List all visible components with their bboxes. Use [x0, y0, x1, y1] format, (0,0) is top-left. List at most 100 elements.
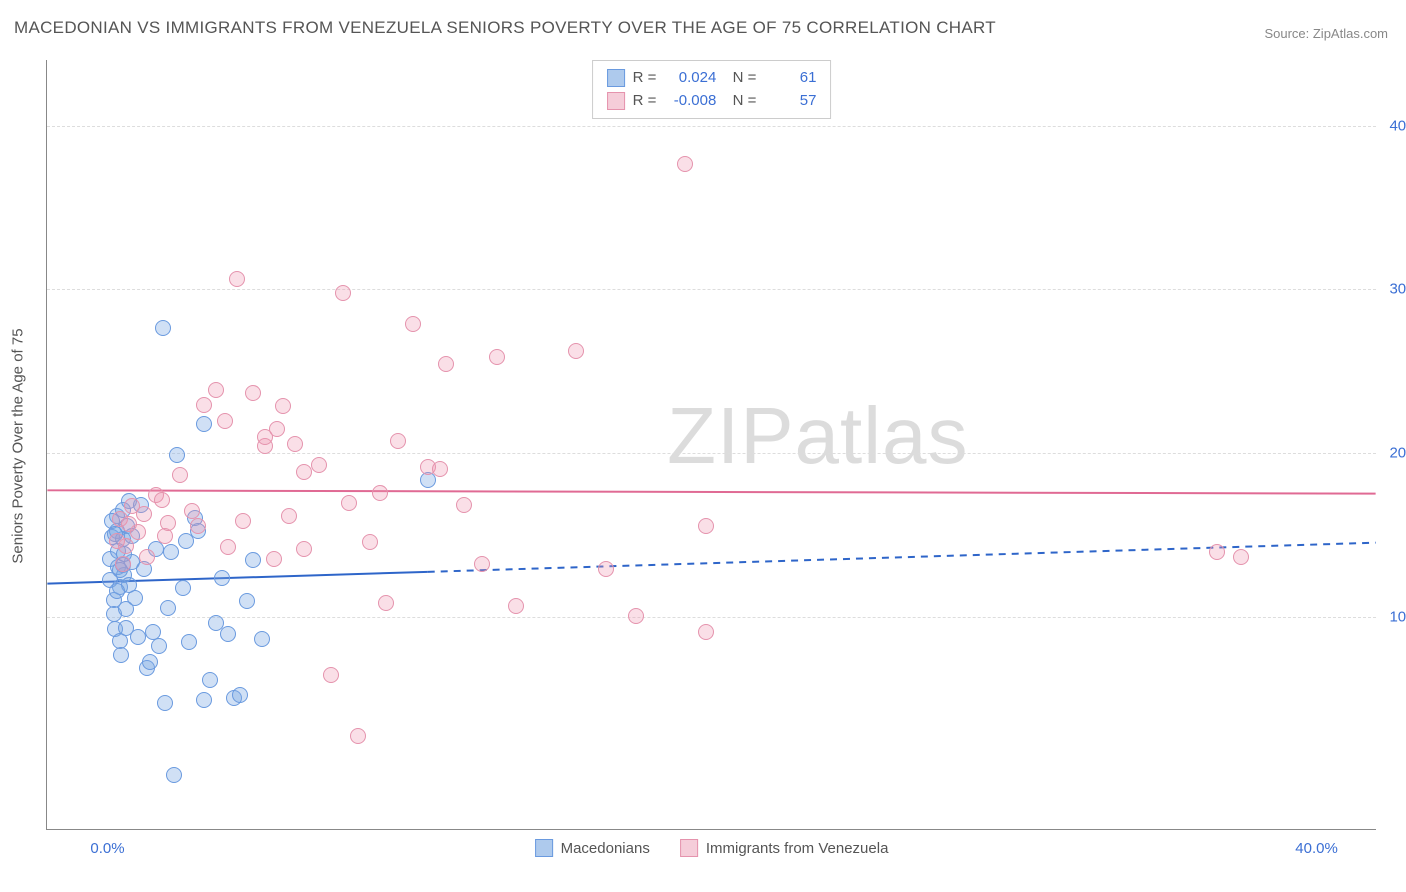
- scatter-point: [130, 629, 146, 645]
- plot-area: ZIPatlas R = 0.024 N = 61 R = -0.008 N =…: [46, 60, 1376, 830]
- scatter-point: [275, 398, 291, 414]
- scatter-point: [269, 421, 285, 437]
- scatter-point: [1209, 544, 1225, 560]
- scatter-point: [245, 385, 261, 401]
- scatter-point: [266, 551, 282, 567]
- scatter-point: [1233, 549, 1249, 565]
- swatch-macedonians: [535, 839, 553, 857]
- watermark: ZIPatlas: [667, 389, 968, 481]
- scatter-point: [214, 570, 230, 586]
- scatter-point: [372, 485, 388, 501]
- scatter-point: [166, 767, 182, 783]
- scatter-point: [232, 687, 248, 703]
- scatter-point: [208, 382, 224, 398]
- scatter-point: [196, 692, 212, 708]
- scatter-point: [115, 556, 131, 572]
- scatter-point: [568, 343, 584, 359]
- scatter-point: [155, 320, 171, 336]
- scatter-point: [245, 552, 261, 568]
- scatter-point: [175, 580, 191, 596]
- scatter-point: [163, 544, 179, 560]
- correlation-row-1: R = -0.008 N = 57: [607, 90, 817, 113]
- scatter-point: [190, 518, 206, 534]
- scatter-point: [341, 495, 357, 511]
- swatch-macedonians: [607, 69, 625, 87]
- n-label: N =: [724, 67, 756, 90]
- scatter-point: [196, 397, 212, 413]
- scatter-point: [160, 515, 176, 531]
- legend-label-0: Macedonians: [561, 840, 650, 857]
- n-value-1: 57: [764, 90, 816, 113]
- trend-lines-svg: [47, 60, 1376, 829]
- scatter-point: [677, 156, 693, 172]
- scatter-point: [438, 356, 454, 372]
- legend-item-1: Immigrants from Venezuela: [680, 839, 889, 857]
- scatter-point: [474, 556, 490, 572]
- correlation-legend: R = 0.024 N = 61 R = -0.008 N = 57: [592, 60, 832, 119]
- gridline: [47, 126, 1376, 127]
- gridline: [47, 617, 1376, 618]
- scatter-point: [362, 534, 378, 550]
- swatch-venezuela: [680, 839, 698, 857]
- scatter-point: [598, 561, 614, 577]
- scatter-point: [698, 518, 714, 534]
- trend-line-solid: [47, 490, 1375, 493]
- scatter-point: [296, 541, 312, 557]
- scatter-point: [151, 638, 167, 654]
- scatter-point: [220, 626, 236, 642]
- scatter-point: [287, 436, 303, 452]
- scatter-point: [181, 634, 197, 650]
- r-value-1: -0.008: [664, 90, 716, 113]
- scatter-point: [239, 593, 255, 609]
- scatter-point: [154, 492, 170, 508]
- correlation-row-0: R = 0.024 N = 61: [607, 67, 817, 90]
- scatter-point: [432, 461, 448, 477]
- scatter-point: [160, 600, 176, 616]
- gridline: [47, 453, 1376, 454]
- bottom-legend: Macedonians Immigrants from Venezuela: [535, 839, 889, 857]
- scatter-point: [139, 549, 155, 565]
- scatter-point: [628, 608, 644, 624]
- scatter-point: [296, 464, 312, 480]
- ytick-label: 40.0%: [1389, 117, 1406, 134]
- scatter-point: [202, 672, 218, 688]
- scatter-point: [254, 631, 270, 647]
- scatter-point: [142, 654, 158, 670]
- scatter-point: [113, 647, 129, 663]
- r-label: R =: [633, 67, 657, 90]
- xtick-label: 40.0%: [1295, 840, 1338, 857]
- chart-title: MACEDONIAN VS IMMIGRANTS FROM VENEZUELA …: [14, 18, 996, 38]
- scatter-point: [378, 595, 394, 611]
- scatter-point: [456, 497, 472, 513]
- scatter-point: [178, 533, 194, 549]
- scatter-point: [172, 467, 188, 483]
- legend-item-0: Macedonians: [535, 839, 650, 857]
- scatter-point: [229, 271, 245, 287]
- scatter-point: [350, 728, 366, 744]
- scatter-point: [157, 695, 173, 711]
- scatter-point: [281, 508, 297, 524]
- n-label: N =: [724, 90, 756, 113]
- ytick-label: 20.0%: [1389, 445, 1406, 462]
- scatter-point: [508, 598, 524, 614]
- scatter-point: [405, 316, 421, 332]
- ytick-label: 10.0%: [1389, 609, 1406, 626]
- source-attribution: Source: ZipAtlas.com: [1264, 26, 1388, 41]
- scatter-point: [489, 349, 505, 365]
- r-label: R =: [633, 90, 657, 113]
- scatter-point: [196, 416, 212, 432]
- chart-container: MACEDONIAN VS IMMIGRANTS FROM VENEZUELA …: [0, 0, 1406, 892]
- y-axis-label: Seniors Poverty Over the Age of 75: [10, 328, 27, 563]
- scatter-point: [109, 533, 125, 549]
- scatter-point: [311, 457, 327, 473]
- scatter-point: [698, 624, 714, 640]
- scatter-point: [323, 667, 339, 683]
- scatter-point: [184, 503, 200, 519]
- scatter-point: [390, 433, 406, 449]
- legend-label-1: Immigrants from Venezuela: [706, 840, 889, 857]
- scatter-point: [220, 539, 236, 555]
- r-value-0: 0.024: [664, 67, 716, 90]
- ytick-label: 30.0%: [1389, 281, 1406, 298]
- n-value-0: 61: [764, 67, 816, 90]
- swatch-venezuela: [607, 92, 625, 110]
